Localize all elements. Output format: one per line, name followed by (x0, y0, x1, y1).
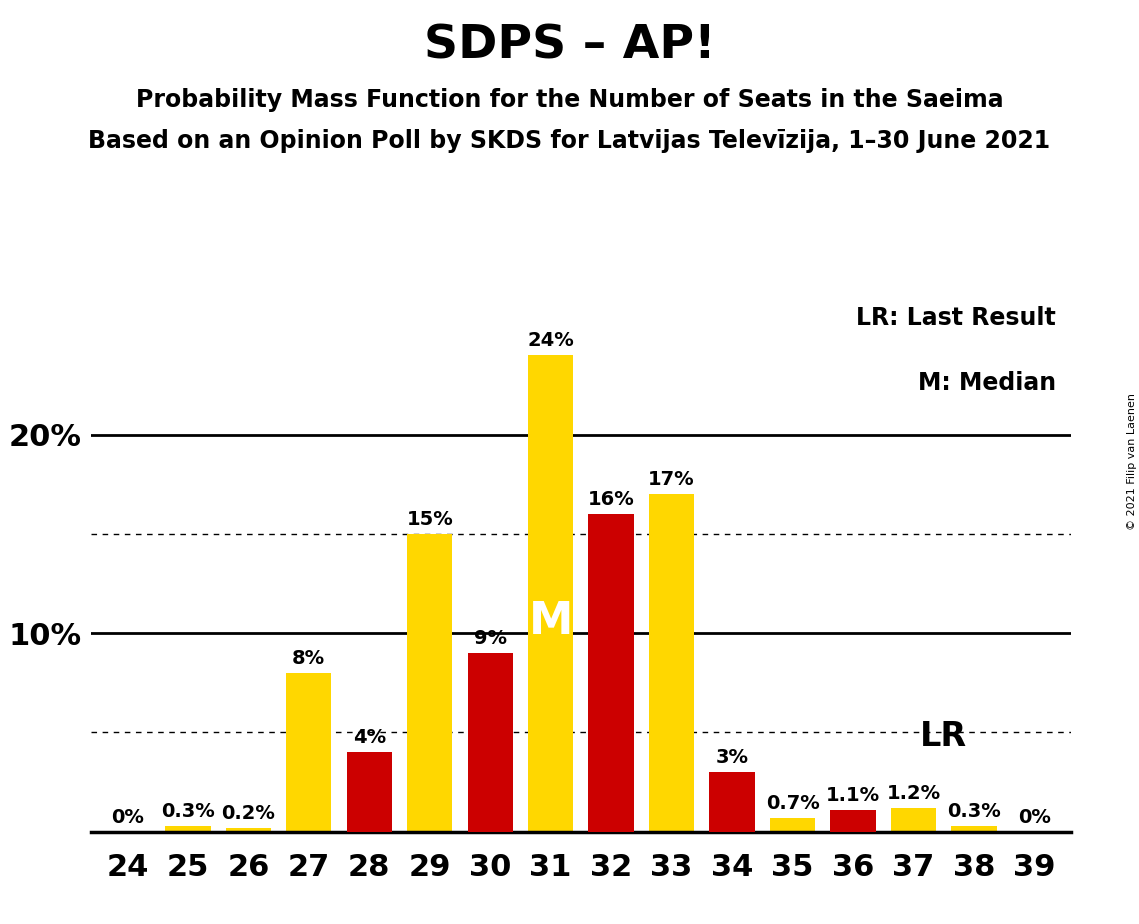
Bar (830, 809, 876, 832)
Bar (770, 818, 816, 832)
Text: 9%: 9% (474, 629, 507, 648)
Bar (891, 808, 936, 832)
Text: SDPS – AP!: SDPS – AP! (424, 23, 715, 68)
Bar (407, 534, 452, 832)
Bar (951, 826, 997, 832)
Text: 24%: 24% (527, 332, 574, 350)
Text: 3%: 3% (715, 748, 748, 767)
Text: 0.7%: 0.7% (765, 794, 819, 813)
Text: LR: Last Result: LR: Last Result (857, 307, 1056, 331)
Text: 0%: 0% (110, 808, 144, 827)
Text: 8%: 8% (293, 649, 326, 668)
Bar (286, 673, 331, 832)
Text: 16%: 16% (588, 490, 634, 509)
Bar (649, 494, 695, 832)
Text: LR: LR (920, 720, 967, 753)
Text: 17%: 17% (648, 470, 695, 489)
Text: Based on an Opinion Poll by SKDS for Latvijas Televīzija, 1–30 June 2021: Based on an Opinion Poll by SKDS for Lat… (89, 129, 1050, 153)
Bar (710, 772, 755, 832)
Text: 0%: 0% (1018, 808, 1051, 827)
Bar (346, 752, 392, 832)
Text: 4%: 4% (353, 728, 386, 748)
Text: 0.3%: 0.3% (161, 802, 215, 821)
Text: M: M (528, 601, 573, 643)
Bar (165, 826, 211, 832)
Text: M: Median: M: Median (918, 371, 1056, 395)
Text: Probability Mass Function for the Number of Seats in the Saeima: Probability Mass Function for the Number… (136, 88, 1003, 112)
Text: © 2021 Filip van Laenen: © 2021 Filip van Laenen (1126, 394, 1137, 530)
Bar (528, 355, 573, 832)
Bar (589, 514, 633, 832)
Text: 15%: 15% (407, 510, 453, 529)
Text: 0.2%: 0.2% (221, 804, 276, 822)
Text: 1.1%: 1.1% (826, 785, 880, 805)
Bar (226, 828, 271, 832)
Text: 0.3%: 0.3% (947, 802, 1001, 821)
Text: 1.2%: 1.2% (886, 784, 941, 803)
Bar (830, 809, 876, 832)
Bar (467, 653, 513, 832)
